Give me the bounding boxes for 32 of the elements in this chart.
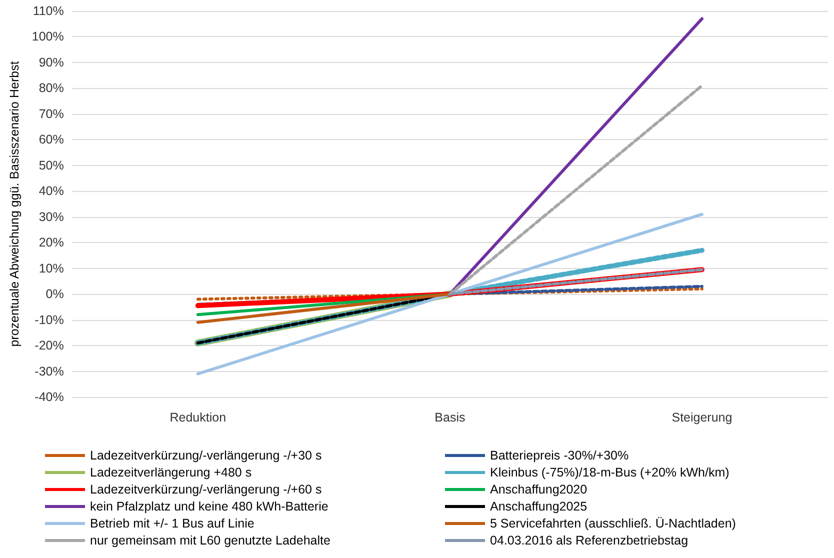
legend-label: 04.03.2016 als Referenzbetriebstag [490,534,688,548]
y-tick-label: -30% [34,364,64,378]
y-tick-label: 50% [38,158,64,172]
y-tick-label: -10% [34,312,64,327]
y-tick-label: 110% [32,4,64,18]
y-tick-label: -20% [34,338,64,353]
legend-label: Kleinbus (-75%)/18-m-Bus (+20% kWh/km) [490,466,730,480]
x-tick-label: Steigerung [672,410,732,424]
legend-label: Ladezeitverkürzung/-verlängerung -/+60 s [90,482,322,496]
y-tick-label: 0% [46,287,64,302]
x-tick-label: Reduktion [170,410,226,424]
legend-label: Anschaffung2025 [490,500,588,514]
y-tick-label: 30% [38,210,64,224]
y-tick-label: 70% [38,106,64,121]
y-tick-label: -40% [34,390,64,404]
y-axis-title: prozentuale Abweichung ggü. Basisszenario Herbst [8,60,22,347]
y-tick-label: 20% [38,236,64,250]
legend-label: kein Pfalzplatz und keine 480 kWh-Batterie [90,500,328,514]
x-tick-label: Basis [434,410,466,424]
legend-label: Ladezeitverlängerung +480 s [90,466,252,480]
y-tick-label: 60% [38,132,64,147]
legend-label: Batteriepreis -30%/+30% [490,448,629,462]
y-tick-label: 10% [38,261,64,276]
legend-label: Betrieb mit +/- 1 Bus auf Linie [90,516,254,530]
legend-label: 5 Servicefahrten (ausschließ. Ü-Nachtladen) [490,516,736,530]
y-tick-label: 80% [38,81,64,96]
y-tick-label: 90% [38,55,64,70]
legend-label: Anschaffung2020 [490,482,588,496]
legend-label: nur gemeinsam mit L60 genutzte Ladehalte [90,534,330,548]
legend-label: Ladezeitverkürzung/-verlängerung -/+30 s [90,448,322,462]
y-tick-label: 40% [38,184,64,198]
y-tick-label: 100% [32,30,64,44]
